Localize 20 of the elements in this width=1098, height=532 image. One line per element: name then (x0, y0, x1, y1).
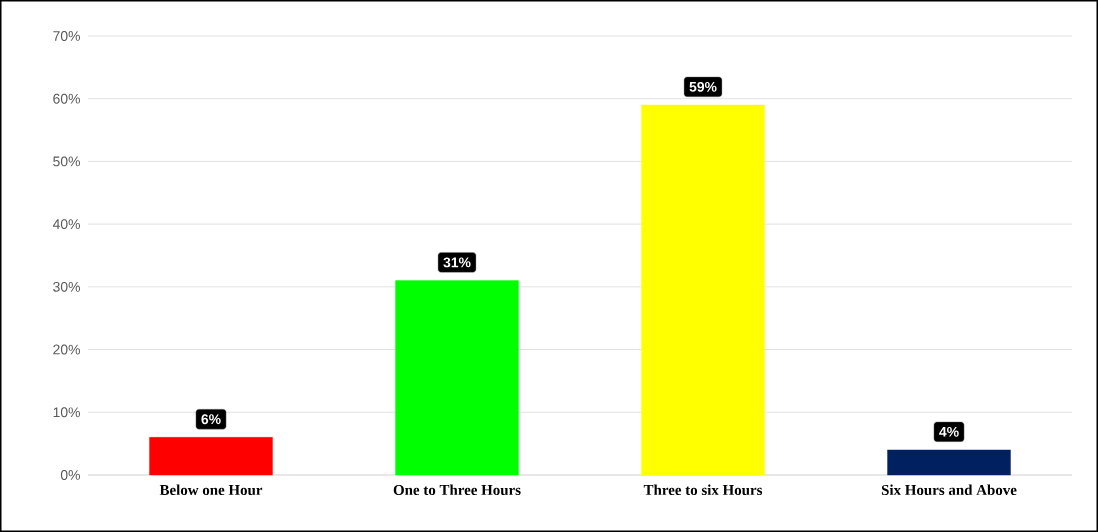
bar (395, 280, 519, 476)
x-tick-label: Six Hours and Above (881, 484, 1017, 496)
y-tick-label: 30% (53, 281, 80, 292)
bar (641, 104, 765, 476)
y-tick-label: 40% (52, 219, 80, 230)
bar (887, 449, 1011, 476)
x-tick-label: Below one Hour (159, 484, 263, 496)
y-tick-label: 0% (60, 470, 80, 480)
y-tick-label: 10% (53, 407, 80, 418)
y-tick-label: 20% (53, 344, 80, 355)
y-tick-label: 50% (53, 156, 80, 167)
bar (149, 437, 273, 476)
data-label: 4% (939, 426, 959, 437)
data-label: 59% (689, 81, 717, 92)
data-label: 6% (201, 414, 221, 425)
y-tick-label: 70% (53, 31, 80, 41)
y-tick-label: 60% (53, 93, 80, 104)
data-label: 31% (443, 257, 471, 268)
x-tick-label: Three to six Hours (643, 484, 763, 496)
x-tick-label: One to Three Hours (393, 484, 521, 496)
